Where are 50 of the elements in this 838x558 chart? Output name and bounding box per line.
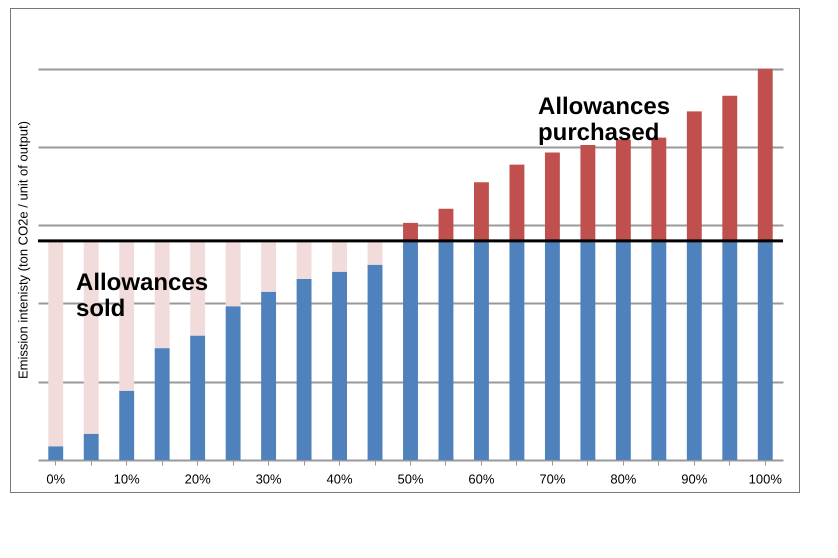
annotation: Allowances purchased (538, 93, 670, 146)
bar (509, 240, 524, 460)
x-tick-label: 20% (184, 472, 212, 486)
bar (296, 278, 312, 460)
bar (226, 306, 241, 460)
bar (438, 240, 454, 460)
bar (438, 208, 454, 241)
x-tick-label: 90% (681, 472, 708, 486)
x-tick-label: 100% (748, 472, 782, 486)
x-tick-label: 70% (539, 472, 566, 486)
bar (580, 240, 596, 460)
bar (48, 240, 64, 446)
bar (332, 272, 347, 460)
bar (190, 336, 206, 460)
bar (119, 390, 134, 460)
x-tick-label: 40% (326, 472, 353, 486)
bar (368, 264, 382, 460)
bar (261, 292, 276, 460)
bar (474, 182, 489, 241)
annotation: Allowances sold (76, 269, 208, 322)
y-axis-title: Emission intenisty (ton CO2e / unit of output) (16, 121, 30, 379)
x-tick-label: 50% (397, 472, 424, 486)
bar (403, 222, 418, 241)
bar (686, 111, 702, 241)
bar (722, 240, 738, 460)
x-tick-label: 10% (114, 472, 140, 486)
bar (686, 240, 702, 460)
bar (509, 164, 524, 241)
bar (651, 240, 666, 460)
bar (332, 240, 347, 272)
bar (48, 446, 64, 460)
x-tick-label: 80% (610, 472, 637, 486)
bar (403, 240, 418, 460)
bar (84, 434, 99, 460)
bar (758, 68, 773, 241)
x-tick-label: 30% (256, 472, 282, 486)
bar (722, 96, 738, 241)
bar (544, 240, 560, 460)
x-tick-label: 60% (468, 472, 495, 486)
bar (261, 240, 276, 292)
x-tick-label: 0% (46, 472, 66, 486)
bar (544, 152, 560, 241)
bar (296, 240, 312, 279)
bar (616, 240, 631, 460)
bar (474, 240, 489, 460)
bar (226, 240, 241, 306)
bar (368, 240, 382, 265)
bar (758, 240, 773, 460)
bar (580, 145, 596, 241)
bar (154, 348, 170, 460)
